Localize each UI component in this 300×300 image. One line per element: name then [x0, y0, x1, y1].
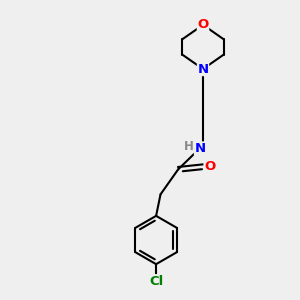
Text: H: H — [184, 140, 194, 153]
Text: Cl: Cl — [149, 275, 163, 288]
Text: O: O — [197, 18, 208, 32]
Text: N: N — [197, 62, 208, 76]
Text: N: N — [194, 142, 206, 155]
Text: O: O — [204, 160, 215, 173]
